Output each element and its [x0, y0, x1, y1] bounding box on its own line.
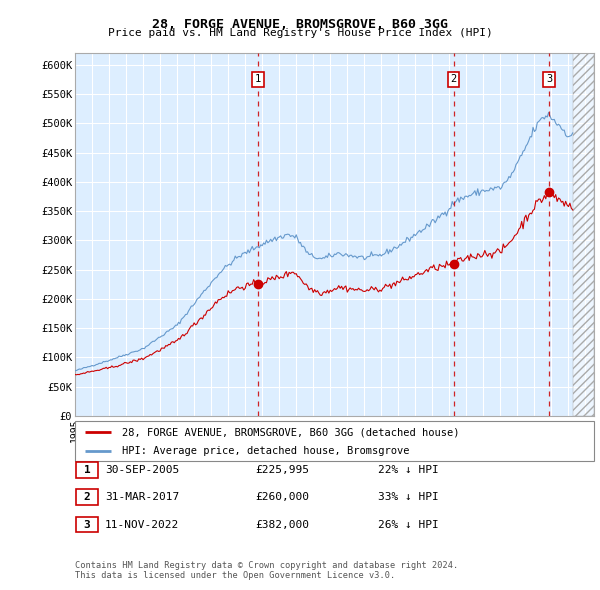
Text: £225,995: £225,995 [255, 466, 309, 475]
Text: £260,000: £260,000 [255, 493, 309, 502]
Text: Contains HM Land Registry data © Crown copyright and database right 2024.: Contains HM Land Registry data © Crown c… [75, 560, 458, 569]
Text: 33% ↓ HPI: 33% ↓ HPI [378, 493, 439, 502]
Text: 1: 1 [255, 74, 261, 84]
Text: Price paid vs. HM Land Registry's House Price Index (HPI): Price paid vs. HM Land Registry's House … [107, 28, 493, 38]
Text: 26% ↓ HPI: 26% ↓ HPI [378, 520, 439, 529]
Text: 2: 2 [83, 493, 91, 502]
Text: £382,000: £382,000 [255, 520, 309, 529]
Text: 28, FORGE AVENUE, BROMSGROVE, B60 3GG (detached house): 28, FORGE AVENUE, BROMSGROVE, B60 3GG (d… [122, 427, 459, 437]
Text: 3: 3 [546, 74, 552, 84]
Text: 22% ↓ HPI: 22% ↓ HPI [378, 466, 439, 475]
Text: 1: 1 [83, 466, 91, 475]
Text: HPI: Average price, detached house, Bromsgrove: HPI: Average price, detached house, Brom… [122, 445, 409, 455]
Text: 3: 3 [83, 520, 91, 529]
Text: 30-SEP-2005: 30-SEP-2005 [105, 466, 179, 475]
Text: 31-MAR-2017: 31-MAR-2017 [105, 493, 179, 502]
Text: This data is licensed under the Open Government Licence v3.0.: This data is licensed under the Open Gov… [75, 571, 395, 580]
Text: 2: 2 [451, 74, 457, 84]
Text: 28, FORGE AVENUE, BROMSGROVE, B60 3GG: 28, FORGE AVENUE, BROMSGROVE, B60 3GG [152, 18, 448, 31]
Text: 11-NOV-2022: 11-NOV-2022 [105, 520, 179, 529]
